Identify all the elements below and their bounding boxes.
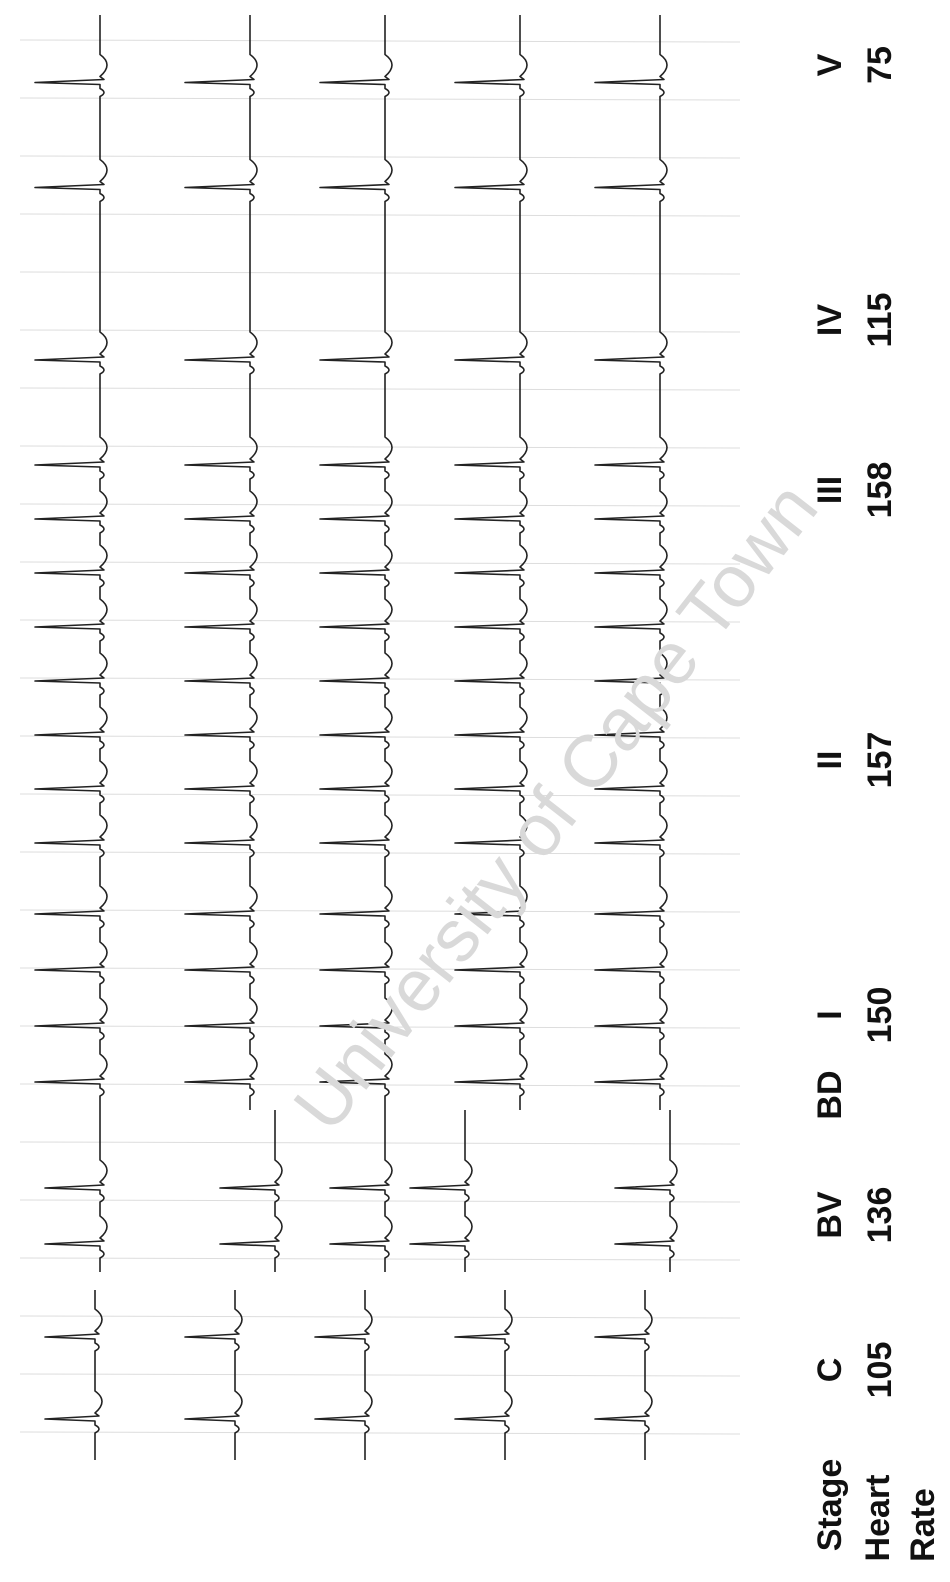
ecg-trace <box>319 15 393 240</box>
heart-rate-value: 150 <box>861 987 899 1044</box>
ecg-trace <box>454 870 528 1110</box>
grid-line <box>19 329 741 333</box>
ecg-trace <box>319 240 393 400</box>
heart-rate-header: Rate <box>904 1488 942 1562</box>
heart-rate-value: 136 <box>861 1187 899 1244</box>
heart-rate-value: 157 <box>861 732 899 789</box>
grid-line <box>19 1199 741 1203</box>
ecg-trace <box>454 240 528 400</box>
ecg-trace <box>454 1290 513 1460</box>
ecg-trace <box>594 870 668 1110</box>
grid-line <box>19 503 741 507</box>
watermark: University of Cape Town <box>277 467 833 1146</box>
ecg-trace <box>454 400 528 870</box>
ecg-trace <box>184 15 258 240</box>
stage-label: BD <box>811 1070 849 1119</box>
ecg-trace <box>184 400 258 870</box>
ecg-trace <box>34 15 108 240</box>
stage-label: C <box>811 1358 849 1383</box>
grid-line <box>19 1025 741 1029</box>
ecg-trace <box>594 1290 653 1460</box>
grid-line <box>19 1083 741 1087</box>
grid-line <box>19 445 741 449</box>
ecg-trace <box>594 15 668 240</box>
stage-label: IV <box>811 304 849 336</box>
grid-line <box>19 39 741 43</box>
ecg-trace <box>34 870 108 1110</box>
grid-line <box>19 851 741 855</box>
ecg-trace <box>44 1290 103 1460</box>
grid-line <box>19 1431 741 1435</box>
ecg-trace <box>34 400 108 870</box>
heart-rate-value: 105 <box>861 1342 899 1399</box>
ecg-trace <box>34 240 108 400</box>
ecg-trace <box>314 1290 373 1460</box>
ecg-trace <box>184 1290 243 1460</box>
grid-line <box>19 271 741 275</box>
grid-line <box>19 1373 741 1377</box>
grid-line <box>19 793 741 797</box>
heart-rate-value: 158 <box>861 462 899 519</box>
stage-header: Stage <box>811 1459 849 1552</box>
grid-line <box>19 619 741 623</box>
grid-line <box>19 1257 741 1261</box>
stage-label: III <box>811 476 849 504</box>
ecg-trace <box>454 15 528 240</box>
stage-label: I <box>811 1010 849 1019</box>
grid-line <box>19 155 741 159</box>
ecg-trace <box>319 870 393 1110</box>
heart-rate-value: 75 <box>861 46 899 84</box>
grid-line <box>19 1141 741 1145</box>
ecg-trace <box>329 1110 393 1272</box>
heart-rate-header: Heart <box>859 1475 897 1562</box>
ecg-trace <box>409 1110 473 1272</box>
grid-line <box>19 387 741 391</box>
stage-label: II <box>811 751 849 770</box>
ecg-trace <box>219 1110 283 1272</box>
ecg-trace <box>184 870 258 1110</box>
grid-line <box>19 97 741 101</box>
ecg-trace <box>319 400 393 870</box>
grid-line <box>19 1315 741 1319</box>
ecg-traces <box>34 15 678 1460</box>
stage-label: V <box>811 53 849 76</box>
heart-rate-value: 115 <box>861 293 899 348</box>
ecg-trace <box>184 240 258 400</box>
grid-line <box>19 561 741 565</box>
grid-line <box>19 213 741 217</box>
ecg-trace <box>594 400 668 870</box>
ecg-trace <box>594 240 668 400</box>
ecg-trace <box>44 1110 108 1272</box>
stage-label: BV <box>811 1191 849 1239</box>
ecg-trace <box>614 1110 678 1272</box>
